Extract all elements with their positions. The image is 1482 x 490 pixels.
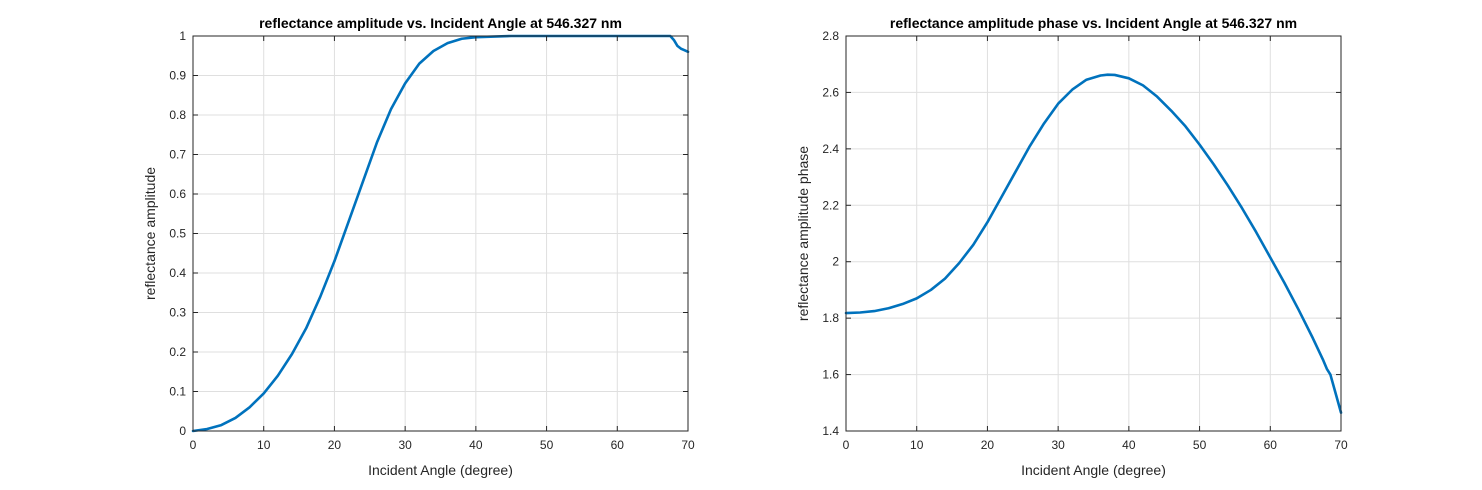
x-tick-label: 0 [843, 438, 850, 452]
y-tick-label: 0.1 [169, 385, 186, 399]
y-tick-label: 2.4 [822, 142, 839, 156]
y-tick-label: 0.3 [169, 306, 186, 320]
y-tick-label: 0.8 [169, 108, 186, 122]
y-tick-label: 0.7 [169, 148, 186, 162]
chart-title: reflectance amplitude phase vs. Incident… [890, 15, 1297, 31]
y-tick-label: 2 [832, 255, 839, 269]
x-tick-label: 40 [469, 438, 483, 452]
x-tick-label: 40 [1122, 438, 1136, 452]
y-tick-label: 2.2 [822, 198, 839, 212]
chart-reflectance-amplitude: 0 10 20 30 40 50 60 70 0 0.1 0.2 0.3 0.4 0.5 0.6 0.7 0.8… [142, 15, 695, 478]
x-tick-label: 50 [540, 438, 554, 452]
y-tick-label: 0.2 [169, 345, 186, 359]
chart-reflectance-phase: 0 10 20 30 40 50 60 70 1.4 1.6 1.8 2 2.2 2.4 2.6 2.8 ref… [795, 15, 1348, 478]
y-tick-label: 1 [179, 29, 186, 43]
y-tick-label: 1.6 [822, 368, 839, 382]
plot-area [846, 36, 1341, 431]
y-tick-label: 2.6 [822, 85, 839, 99]
x-tick-label: 20 [981, 438, 995, 452]
y-tick-label: 0.5 [169, 227, 186, 241]
y-tick-label: 0 [179, 424, 186, 438]
x-tick-label: 70 [1334, 438, 1348, 452]
x-axis-label: Incident Angle (degree) [368, 462, 513, 478]
series-line [844, 73, 1343, 414]
x-tick-label: 0 [190, 438, 197, 452]
y-tick-label: 0.9 [169, 69, 186, 83]
y-axis-label: reflectance amplitude [142, 167, 158, 300]
y-tick-label: 0.4 [169, 266, 186, 280]
y-tick-label: 1.8 [822, 311, 839, 325]
x-tick-label: 10 [257, 438, 271, 452]
x-tick-label: 30 [398, 438, 412, 452]
x-tick-label: 70 [681, 438, 695, 452]
x-tick-label: 60 [1264, 438, 1278, 452]
x-axis-label: Incident Angle (degree) [1021, 462, 1166, 478]
x-tick-label: 50 [1193, 438, 1207, 452]
axes-frame [845, 35, 1342, 432]
x-tick-label: 60 [611, 438, 625, 452]
y-axis-label: reflectance amplitude phase [795, 146, 811, 321]
x-tick-label: 10 [910, 438, 924, 452]
chart-title: reflectance amplitude vs. Incident Angle… [259, 15, 622, 31]
x-tick-label: 30 [1051, 438, 1065, 452]
y-tick-label: 1.4 [822, 424, 839, 438]
y-tick-label: 2.8 [822, 29, 839, 43]
y-tick-label: 0.6 [169, 187, 186, 201]
x-tick-label: 20 [328, 438, 342, 452]
